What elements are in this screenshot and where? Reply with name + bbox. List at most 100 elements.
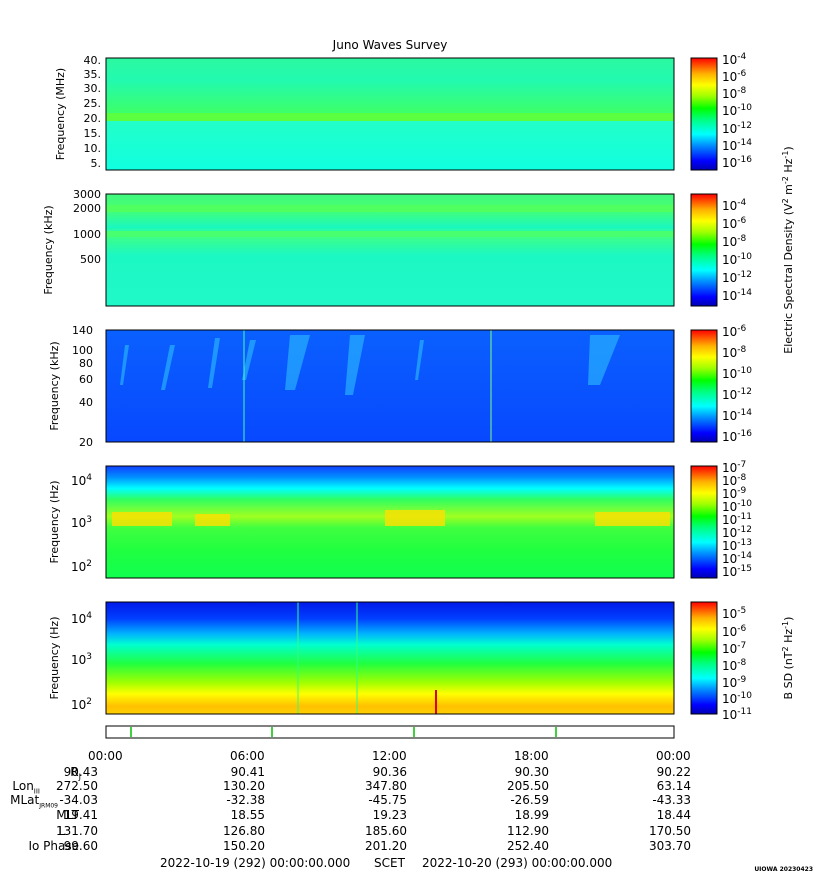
yticks-4: 104 103 102 xyxy=(71,473,92,574)
burst-4 xyxy=(242,340,256,380)
tick-exp: 4 xyxy=(86,611,92,621)
eph-value: 90.30 xyxy=(514,765,549,779)
ytick: 103 xyxy=(71,652,92,667)
cbar-exp: -10 xyxy=(737,252,752,262)
bsd-hz-sup: -1 xyxy=(781,621,790,629)
cbar-exp: -12 xyxy=(737,121,752,131)
ytick: 60 xyxy=(79,373,93,386)
tick-base: 10 xyxy=(71,516,86,530)
cbar-exp: -14 xyxy=(737,408,752,418)
cbar-exp: -15 xyxy=(737,564,752,574)
cbar-base: 10 xyxy=(722,217,737,231)
eph-value: 303.70 xyxy=(649,839,691,853)
cbar-base: 10 xyxy=(722,289,737,303)
footer-start-time: 2022-10-19 (292) 00:00:00.000 xyxy=(160,856,351,870)
cbar-tick: 10-6 xyxy=(722,324,747,339)
kilohertz-bursts xyxy=(112,510,670,526)
cbar-tick: 10-14 xyxy=(722,408,752,423)
cbar-base: 10 xyxy=(722,513,737,527)
cbar-tick: 10-7 xyxy=(722,641,746,656)
cbar-base: 10 xyxy=(722,500,737,514)
ylabel-2: Frequency (kHz) xyxy=(42,205,55,294)
eph-value: 90.36 xyxy=(372,765,407,779)
cbar-base: 10 xyxy=(722,388,737,402)
cbar-base: 10 xyxy=(722,367,737,381)
time-strip xyxy=(105,725,675,739)
ylabel-1: Frequency (MHz) xyxy=(54,68,67,160)
ytick: 5. xyxy=(91,157,102,170)
eph-label-mlat: MLatJRM09 xyxy=(4,793,58,813)
eph-value: 90.41 xyxy=(230,765,265,779)
cbar-exp: -8 xyxy=(737,345,746,355)
ytick: 15. xyxy=(84,127,102,140)
esd-units-sup: -2 xyxy=(781,176,790,184)
burst-d xyxy=(595,512,670,526)
footer-end-time: 2022-10-20 (293) 00:00:00.000 xyxy=(422,856,613,870)
eph-value: 99.60 xyxy=(63,839,98,853)
bsd-base: B SD (nT xyxy=(782,651,795,699)
cbar-tick: 10-13 xyxy=(722,538,752,553)
ytick: 500 xyxy=(80,253,101,266)
burst-a xyxy=(112,512,172,526)
eph-value: 19.41 xyxy=(63,808,98,822)
eph-value: 90.43 xyxy=(63,765,98,779)
eph-value: 170.50 xyxy=(649,824,691,838)
cbar-exp: -11 xyxy=(737,707,752,717)
eph-label-text: MLat xyxy=(10,793,40,807)
cbar-tick: 10-5 xyxy=(722,606,746,621)
cbar-exp: -10 xyxy=(737,499,752,509)
panel-5-frame xyxy=(105,601,675,715)
bsd-hz: Hz xyxy=(782,629,795,643)
eph-label-mlt: MLT xyxy=(56,808,79,822)
colorbar-ticks-4: 10-7 10-8 10-9 10-10 10-11 10-12 10-13 1… xyxy=(722,460,752,579)
cbar-tick: 10-4 xyxy=(722,52,747,67)
cbar-tick: 10-14 xyxy=(722,138,752,153)
cbar-exp: -10 xyxy=(737,103,752,113)
cbar-base: 10 xyxy=(722,487,737,501)
cbar-tick: 10-14 xyxy=(722,288,752,303)
burst-5 xyxy=(285,335,310,390)
tick-exp: 4 xyxy=(86,473,92,483)
cbar-base: 10 xyxy=(722,235,737,249)
cbar-tick: 10-10 xyxy=(722,252,752,267)
cbar-exp: -6 xyxy=(737,69,746,79)
panel-3-frame xyxy=(105,329,675,443)
emission-band-2000khz xyxy=(106,205,674,212)
cbar-base: 10 xyxy=(722,139,737,153)
cbar-exp: -4 xyxy=(737,52,746,62)
cbar-tick: 10-10 xyxy=(722,366,752,381)
eph-value: 63.14 xyxy=(656,779,691,793)
cbar-tick: 10-12 xyxy=(722,525,752,540)
spectrogram-2 xyxy=(106,194,674,306)
cbar-base: 10 xyxy=(722,253,737,267)
panel-2-frame xyxy=(105,193,675,307)
cbar-exp: -12 xyxy=(737,270,752,280)
eph-value: 131.70 xyxy=(56,824,98,838)
cbar-tick: 10-8 xyxy=(722,658,747,673)
cbar-tick: 10-6 xyxy=(722,216,747,231)
ytick: 20. xyxy=(84,112,102,125)
magnetic-colorbar-title: B SD (nT2 Hz-1) xyxy=(781,617,795,700)
colorbar-ticks-3: 10-6 10-8 10-10 10-12 10-14 10-16 xyxy=(722,324,752,444)
ylabel-4: Frequency (Hz) xyxy=(48,481,61,564)
cbar-tick: 10-6 xyxy=(722,624,747,639)
eph-value: 18.44 xyxy=(656,808,691,822)
credit-stamp: UIOWA 20230423 xyxy=(754,866,813,873)
colorbar-2 xyxy=(690,193,718,307)
ytick: 10. xyxy=(84,142,102,155)
tick-base: 10 xyxy=(71,612,86,626)
eph-value: 347.80 xyxy=(365,779,407,793)
cbar-tick: 10-16 xyxy=(722,155,752,170)
eph-value: 18.99 xyxy=(514,808,549,822)
cbar-base: 10 xyxy=(722,87,737,101)
cbar-base: 10 xyxy=(722,552,737,566)
cbar-base: 10 xyxy=(722,692,737,706)
panel-1-frame xyxy=(105,57,675,171)
ylabel-3: Frequency (kHz) xyxy=(48,341,61,430)
tick-exp: 2 xyxy=(86,697,92,707)
cbar-exp: -8 xyxy=(737,86,746,96)
cbar-exp: -11 xyxy=(737,512,752,522)
eph-label-sub: J xyxy=(78,772,81,782)
cbar-base: 10 xyxy=(722,565,737,579)
ytick: 40. xyxy=(84,54,102,67)
